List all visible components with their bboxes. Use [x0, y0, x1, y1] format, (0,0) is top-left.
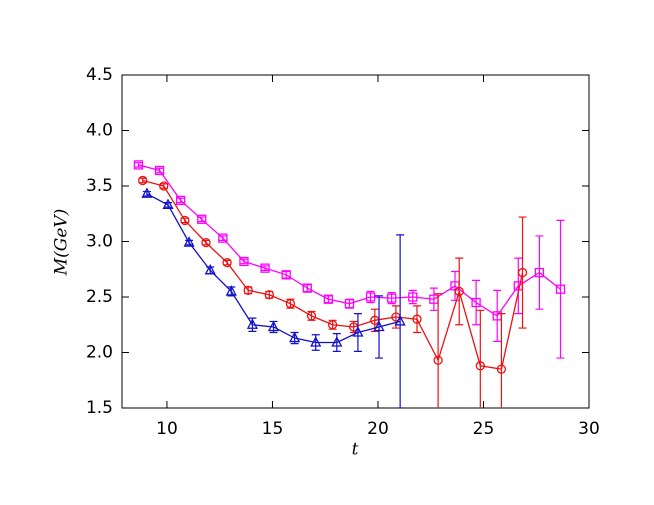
marker — [387, 293, 397, 303]
error-bar — [493, 289, 502, 342]
error-bar — [223, 259, 232, 266]
marker — [394, 315, 406, 326]
error-bar — [134, 162, 143, 168]
error-bar — [396, 234, 405, 408]
y-tick-label: 4.0 — [86, 121, 113, 141]
y-tick-label: 1.5 — [86, 398, 113, 418]
error-bar — [497, 313, 506, 408]
error-bar — [282, 270, 291, 279]
error-bar — [185, 239, 194, 246]
x-tick-label: 10 — [156, 419, 178, 439]
error-bar — [514, 257, 523, 315]
marker — [197, 214, 207, 224]
plot-area — [133, 160, 566, 408]
error-bar — [375, 295, 384, 359]
marker — [141, 187, 153, 198]
plot-frame — [121, 74, 590, 409]
marker — [365, 292, 376, 302]
error-bar — [324, 295, 333, 304]
y-axis-label: M(GeV) — [52, 209, 72, 277]
marker — [218, 233, 228, 243]
x-tick-label: 30 — [578, 419, 600, 439]
error-bar — [261, 265, 270, 271]
marker — [225, 285, 237, 296]
marker — [534, 267, 545, 278]
marker — [302, 283, 312, 293]
series-line — [142, 179, 524, 370]
marker — [204, 263, 216, 275]
error-bar — [138, 177, 147, 184]
error-bar — [239, 258, 248, 265]
marker — [306, 311, 317, 321]
error-bar — [155, 167, 164, 174]
error-bar — [201, 239, 210, 246]
error-bar — [429, 287, 438, 311]
y-tick-label: 2.0 — [86, 343, 113, 363]
marker — [239, 256, 249, 267]
marker — [264, 290, 274, 300]
y-tick-label: 2.5 — [86, 287, 113, 307]
marker — [154, 165, 165, 176]
marker — [260, 263, 270, 273]
marker — [201, 237, 211, 248]
marker — [352, 326, 364, 337]
error-bar — [450, 270, 459, 301]
marker — [246, 318, 258, 329]
marker — [471, 297, 481, 308]
marker — [331, 336, 343, 347]
x-tick-label: 20 — [367, 419, 389, 439]
x-tick-label: 15 — [262, 419, 284, 439]
marker — [555, 284, 566, 294]
error-bar — [476, 309, 485, 408]
marker — [323, 294, 334, 304]
y-tick-label: 3.5 — [86, 176, 113, 196]
marker — [267, 320, 280, 332]
y-tick-label: 3.0 — [86, 232, 113, 252]
error-bar — [218, 235, 227, 241]
marker — [454, 286, 464, 297]
marker — [344, 299, 355, 309]
marker — [517, 267, 528, 278]
error-bar — [353, 313, 362, 352]
marker — [285, 299, 296, 309]
marker — [475, 361, 485, 371]
marker — [222, 257, 232, 268]
error-bar — [176, 197, 185, 204]
marker — [180, 215, 190, 226]
error-bar — [434, 293, 443, 408]
error-bar — [535, 235, 544, 310]
marker — [176, 195, 186, 206]
marker — [281, 270, 291, 280]
marker — [327, 320, 338, 330]
marker — [408, 292, 418, 302]
error-bar — [180, 217, 189, 224]
marker — [496, 364, 507, 374]
error-bar — [197, 216, 206, 223]
error-bar — [164, 202, 173, 208]
error-bar — [518, 216, 527, 329]
y-tick-label: 4.5 — [86, 65, 113, 85]
error-bar — [413, 305, 422, 334]
error-bar — [472, 279, 481, 326]
error-bar — [455, 257, 464, 326]
marker — [310, 336, 322, 347]
marker — [243, 285, 253, 295]
marker — [412, 314, 422, 324]
error-bar — [159, 183, 168, 189]
marker — [183, 236, 195, 247]
error-bar — [556, 219, 565, 359]
marker — [162, 198, 174, 210]
marker — [159, 181, 169, 191]
marker — [138, 175, 148, 186]
marker — [133, 160, 144, 170]
x-axis-label: t — [352, 440, 359, 460]
marker — [433, 355, 443, 365]
marker — [373, 320, 385, 332]
error-bar — [303, 284, 312, 293]
x-tick-label: 25 — [473, 419, 495, 439]
error-bar — [142, 190, 151, 197]
marker — [289, 331, 301, 343]
